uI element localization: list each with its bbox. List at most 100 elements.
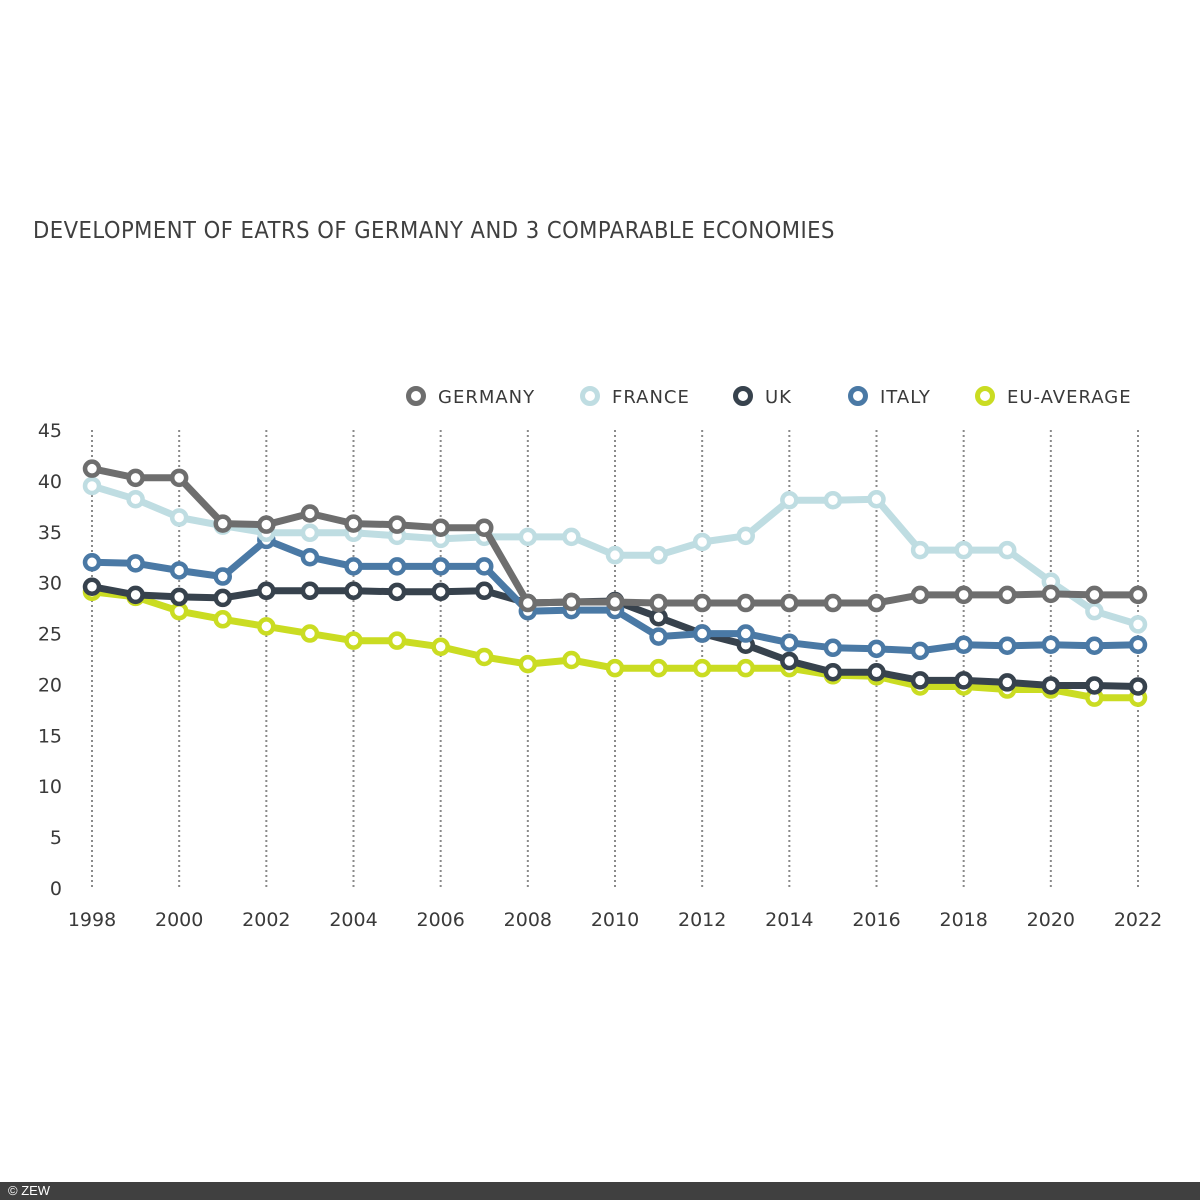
data-point-germany xyxy=(344,514,363,533)
data-point-germany xyxy=(300,504,320,523)
y-tick-label: 0 xyxy=(50,878,62,900)
data-point-france xyxy=(1085,601,1104,621)
data-point-uk xyxy=(213,588,232,608)
data-point-italy xyxy=(344,557,363,576)
data-point-italy xyxy=(431,557,450,576)
data-point-eu-average xyxy=(169,601,189,621)
legend-item-eu-average: EU-AVERAGE xyxy=(975,386,1132,408)
x-tick-label: 2014 xyxy=(765,909,813,931)
y-axis-ticks: 0 5 10 15 20 25 30 35 40 45 xyxy=(38,420,62,900)
legend-item-italy: ITALY xyxy=(848,386,931,408)
data-point-france xyxy=(736,526,755,546)
data-point-uk xyxy=(387,582,407,602)
legend-label-uk: UK xyxy=(765,387,792,408)
legend-item-germany: GERMANY xyxy=(406,386,534,408)
data-point-france xyxy=(169,508,189,527)
data-point-uk xyxy=(954,671,973,690)
data-point-eu-average xyxy=(649,658,668,678)
data-point-france xyxy=(518,527,538,547)
data-point-eu-average xyxy=(605,658,625,678)
data-point-uk xyxy=(867,662,886,682)
x-tick-label: 2002 xyxy=(242,909,290,931)
data-point-uk xyxy=(1041,676,1061,695)
x-axis-ticks: 1998 2000 2002 2004 2006 2008 2010 2012 2014 2016… xyxy=(68,909,1162,931)
y-tick-label: 15 xyxy=(38,725,62,747)
footer-bar: © ZEW xyxy=(0,1182,1200,1200)
data-point-uk xyxy=(475,581,494,601)
data-point-france xyxy=(910,540,930,560)
data-point-germany xyxy=(213,514,232,533)
data-point-germany xyxy=(1128,585,1148,605)
data-point-germany xyxy=(736,593,755,613)
data-point-uk xyxy=(431,582,450,602)
y-tick-label: 35 xyxy=(38,522,62,544)
x-tick-label: 2000 xyxy=(155,909,203,931)
data-point-uk xyxy=(344,581,363,601)
legend-item-uk: UK xyxy=(733,386,792,408)
data-point-germany xyxy=(475,518,494,537)
data-point-germany xyxy=(431,518,450,537)
y-tick-label: 10 xyxy=(38,776,62,798)
data-point-uk xyxy=(257,581,276,601)
data-point-eu-average xyxy=(475,647,494,667)
data-point-germany xyxy=(867,593,886,613)
data-point-france xyxy=(692,532,712,552)
data-point-uk xyxy=(300,581,320,601)
data-point-italy xyxy=(169,561,189,580)
x-tick-label: 2022 xyxy=(1114,909,1162,931)
y-tick-label: 30 xyxy=(38,573,62,595)
data-point-italy xyxy=(1085,636,1104,656)
data-point-eu-average xyxy=(692,658,712,678)
data-point-italy xyxy=(867,639,886,659)
data-point-germany xyxy=(649,593,668,613)
data-point-germany xyxy=(1041,584,1061,604)
data-point-france xyxy=(867,489,886,509)
data-point-germany xyxy=(910,585,930,605)
data-point-uk xyxy=(1085,676,1104,695)
data-point-germany xyxy=(692,593,712,613)
x-tick-label: 2018 xyxy=(939,909,987,931)
data-point-eu-average xyxy=(300,624,320,643)
data-point-uk xyxy=(998,673,1017,692)
x-tick-label: 2016 xyxy=(852,909,900,931)
data-point-italy xyxy=(475,557,494,576)
data-point-germany xyxy=(1085,585,1104,605)
data-point-uk xyxy=(780,651,799,671)
data-point-germany xyxy=(257,515,276,534)
data-point-eu-average xyxy=(344,631,363,650)
legend-label-italy: ITALY xyxy=(880,387,931,408)
legend-marker-uk xyxy=(733,386,753,406)
data-point-italy xyxy=(82,553,102,572)
data-point-uk xyxy=(1128,677,1148,696)
data-point-uk xyxy=(126,585,145,605)
data-point-germany xyxy=(998,585,1017,605)
legend-marker-germany xyxy=(406,386,426,406)
legend-marker-france xyxy=(580,386,600,406)
x-tick-label: 1998 xyxy=(68,909,116,931)
y-tick-label: 5 xyxy=(50,827,62,849)
data-point-france xyxy=(126,489,145,509)
data-point-germany xyxy=(954,585,973,605)
legend-label-eu-average: EU-AVERAGE xyxy=(1007,387,1132,408)
data-point-france xyxy=(300,523,320,543)
x-tick-label: 2012 xyxy=(678,909,726,931)
legend-marker-italy xyxy=(848,386,868,406)
data-point-france xyxy=(780,490,799,510)
legend-marker-eu-average xyxy=(975,386,995,406)
data-point-italy xyxy=(387,557,407,576)
x-tick-label: 2006 xyxy=(416,909,464,931)
data-point-germany xyxy=(780,593,799,613)
data-point-italy xyxy=(954,635,973,655)
data-point-germany xyxy=(823,593,843,613)
data-point-france xyxy=(998,540,1017,560)
data-point-france xyxy=(82,476,102,496)
data-point-uk xyxy=(823,662,843,682)
data-point-italy xyxy=(780,633,799,652)
data-point-italy xyxy=(1041,635,1061,655)
chart-title: DEVELOPMENT OF EATRS OF GERMANY AND 3 CO… xyxy=(33,218,835,244)
y-tick-label: 25 xyxy=(38,624,62,646)
data-point-germany xyxy=(387,515,407,534)
data-point-italy xyxy=(300,547,320,567)
data-point-france xyxy=(954,540,973,560)
data-point-france xyxy=(605,545,625,565)
